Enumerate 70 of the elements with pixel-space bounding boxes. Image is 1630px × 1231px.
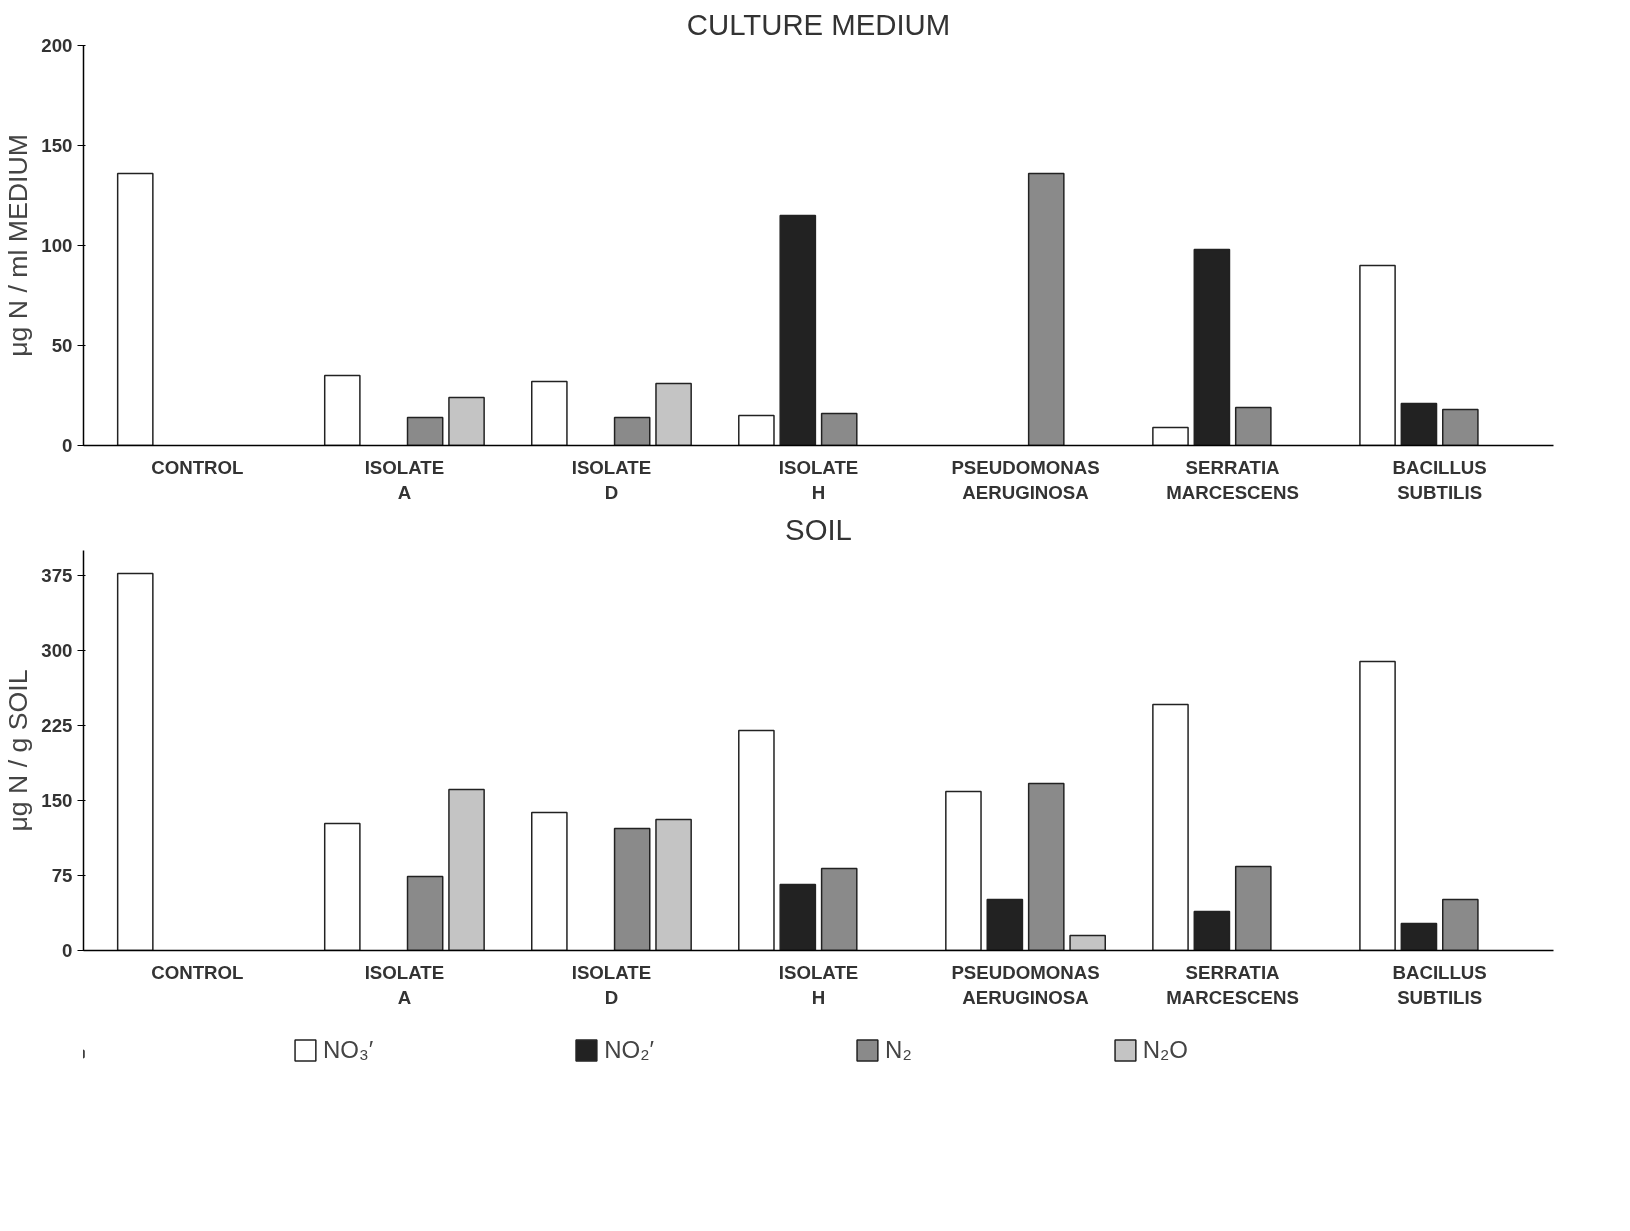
y-tick-label: 225 [41,715,73,736]
y-axis-title: μg N / g SOIL [3,669,34,832]
bar [448,396,485,446]
x-tick-label: SERRATIA MARCESCENS [1166,456,1299,503]
bar [1193,248,1231,446]
x-tick-label: CONTROL [151,456,244,478]
y-tick-label: 150 [41,135,73,156]
bar [531,380,568,446]
legend-label: NO₂′ [604,1036,655,1064]
x-tick-label: BACILLUS SUBTILIS [1392,456,1487,503]
bar [1152,703,1189,951]
x-tick-label: SERRATIA MARCESCENS [1166,961,1299,1008]
bar [820,412,858,446]
x-tick-label: ISOLATE D [571,961,652,1008]
bar [1152,426,1189,446]
x-tick-label: ISOLATE H [778,961,859,1008]
bar [779,883,817,951]
y-tick-label: 50 [51,335,73,356]
bar [531,811,568,951]
chart-title: CULTURE MEDIUM [686,7,951,41]
bar [1234,865,1272,951]
x-tick-label: PSEUDOMONAS AERUGINOSA [951,456,1100,503]
bar [613,416,651,446]
y-tick-label: 0 [62,940,73,961]
x-tick-label: ISOLATE A [364,961,445,1008]
x-tick-label: PSEUDOMONAS AERUGINOSA [951,961,1100,1008]
x-tick-label: CONTROL [151,961,244,983]
y-tick-label: 300 [41,640,73,661]
bar [738,414,775,446]
bar [1400,402,1438,446]
bar [116,172,154,446]
bar [1359,660,1396,951]
legend-label: N₂O [1142,1036,1189,1064]
y-tick-label: 375 [41,565,73,586]
bar [1027,782,1065,951]
bar [1441,408,1479,446]
bar [323,374,361,446]
chart-title: SOIL [785,512,852,546]
bar [779,214,817,446]
bar [116,572,154,951]
bar [655,818,692,951]
bar [1193,910,1231,951]
y-axis-title: μg N / ml MEDIUM [3,134,34,357]
bar [1359,264,1396,446]
bar [448,788,485,951]
y-tick-label: 150 [41,790,73,811]
legend-label: NO₃′ [322,1036,374,1064]
legend-label: N₂ [885,1036,912,1064]
y-tick-label: 100 [41,235,73,256]
bar [1027,172,1065,446]
bar [945,790,982,951]
y-tick-label: 75 [51,865,73,886]
bar [738,729,775,951]
bar [1069,934,1106,951]
y-tick-label: 0 [62,435,73,456]
y-tick-label: 200 [41,35,73,56]
bar [1441,898,1479,951]
bar [1400,922,1438,951]
x-tick-label: ISOLATE H [778,456,859,503]
x-tick-label: ISOLATE A [364,456,445,503]
bar [613,827,651,951]
bar [986,898,1024,951]
bar [323,822,361,951]
bar [820,867,858,951]
bar [1234,406,1272,446]
x-tick-label: ISOLATE D [571,456,652,503]
x-tick-label: BACILLUS SUBTILIS [1392,961,1487,1008]
bar [655,382,692,446]
bar [406,416,444,446]
bar [406,875,444,951]
